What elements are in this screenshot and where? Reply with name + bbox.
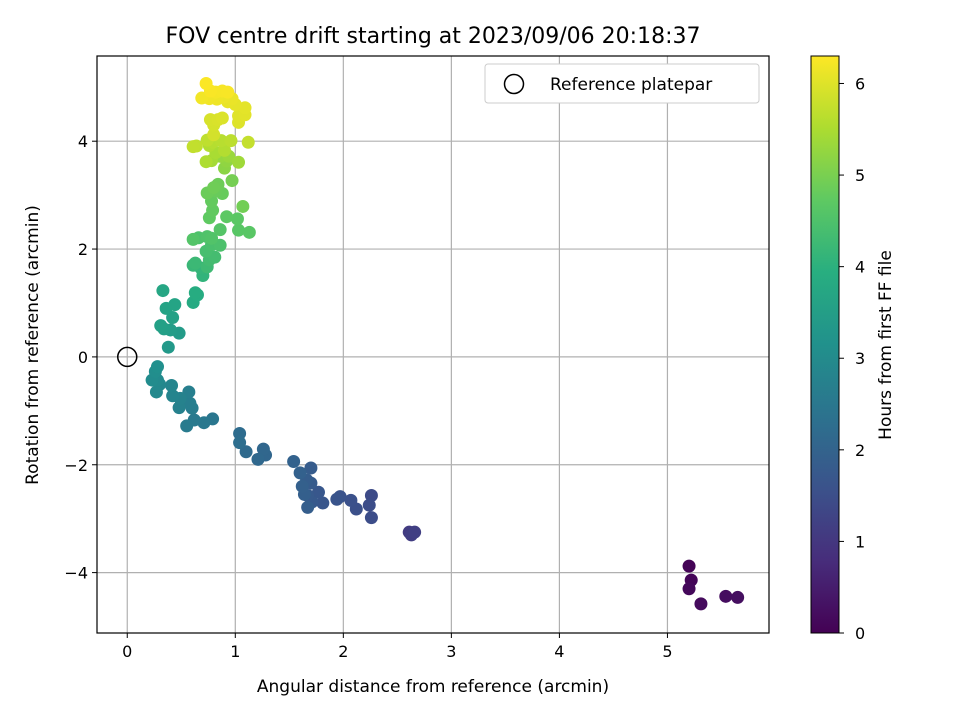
x-tick-label: 5	[662, 642, 672, 661]
data-point	[149, 385, 163, 399]
data-point	[731, 590, 745, 604]
data-point	[694, 597, 708, 611]
data-point	[213, 223, 227, 237]
y-tick-label: −4	[64, 564, 88, 583]
y-axis-label: Rotation from reference (arcmin)	[23, 205, 43, 485]
y-tick-label: 0	[78, 348, 88, 367]
data-point	[364, 488, 378, 502]
data-point	[161, 340, 175, 354]
colorbar-tick-label: 3	[855, 349, 865, 368]
data-point	[232, 223, 246, 237]
data-point	[213, 238, 227, 252]
colorbar-gradient	[810, 55, 840, 634]
data-point	[151, 360, 165, 374]
x-tick-label: 4	[554, 642, 564, 661]
legend-marker	[503, 73, 525, 95]
data-point	[330, 492, 344, 506]
colorbar-tick-label: 2	[855, 441, 865, 460]
plot-frame	[96, 55, 770, 634]
data-point	[233, 426, 247, 440]
data-point	[719, 589, 733, 603]
data-point	[168, 298, 182, 312]
data-point	[236, 199, 250, 213]
data-point	[166, 311, 180, 325]
data-point	[362, 498, 376, 512]
data-point	[207, 128, 221, 142]
data-point	[682, 582, 696, 596]
data-point	[256, 442, 270, 456]
data-point	[344, 493, 358, 507]
data-point	[221, 85, 235, 99]
colorbar-tick-label: 4	[855, 258, 865, 277]
data-point	[180, 419, 194, 433]
data-point	[239, 445, 253, 459]
data-point	[156, 284, 170, 298]
data-point	[242, 225, 256, 239]
x-tick-label: 0	[122, 642, 132, 661]
data-point	[311, 485, 325, 499]
data-point	[199, 77, 213, 91]
data-point	[186, 140, 200, 154]
data-points	[117, 77, 745, 611]
y-tick-label: −2	[64, 456, 88, 475]
data-point	[220, 210, 234, 224]
colorbar-label: Hours from first FF file	[876, 250, 896, 440]
data-point	[304, 461, 318, 475]
x-axis-label: Angular distance from reference (arcmin)	[257, 677, 609, 697]
colorbar-ticks: 0 1 2 3 4 5 6	[839, 74, 865, 643]
legend-label: Reference platepar	[550, 75, 712, 95]
data-point	[316, 496, 330, 510]
data-point	[287, 455, 301, 469]
data-point	[232, 155, 246, 169]
legend: Reference platepar	[484, 63, 760, 104]
data-point	[188, 286, 202, 300]
colorbar-tick-label: 1	[855, 532, 865, 551]
x-tick-label: 2	[338, 642, 348, 661]
data-point	[230, 212, 244, 226]
colorbar-tick-label: 5	[855, 166, 865, 185]
data-point	[207, 181, 221, 195]
colorbar-tick-label: 6	[855, 74, 865, 93]
reference-platepar-marker	[117, 346, 138, 368]
y-tick-label: 2	[78, 240, 88, 259]
data-point	[186, 232, 200, 246]
data-point	[225, 174, 239, 188]
x-tick-label: 1	[230, 642, 240, 661]
y-tick-label: 4	[78, 132, 88, 151]
data-point	[295, 479, 309, 493]
data-point	[154, 319, 168, 333]
data-point	[682, 559, 696, 573]
data-point	[183, 396, 197, 410]
x-tick-label: 3	[446, 642, 456, 661]
data-point	[165, 378, 179, 392]
data-point	[205, 231, 219, 245]
data-point	[195, 91, 209, 105]
data-point	[251, 452, 265, 466]
data-point	[364, 511, 378, 525]
colorbar: 0 1 2 3 4 5 6 Hours from first FF file	[810, 55, 896, 643]
data-point	[408, 525, 422, 539]
data-point	[166, 389, 180, 403]
x-axis-ticks: 0 1 2 3 4 5	[122, 633, 673, 661]
data-point	[233, 436, 247, 450]
data-point	[241, 135, 255, 149]
legend-box	[484, 63, 760, 104]
data-point	[215, 111, 229, 125]
colorbar-tick-label: 0	[855, 624, 865, 643]
data-point	[188, 256, 202, 270]
y-axis-ticks: −4 −2 0 2 4	[64, 132, 97, 583]
data-point	[301, 500, 315, 514]
data-point	[199, 155, 213, 169]
data-point	[293, 466, 307, 480]
data-point	[224, 134, 238, 148]
chart-title: FOV centre drift starting at 2023/09/06 …	[166, 24, 701, 49]
